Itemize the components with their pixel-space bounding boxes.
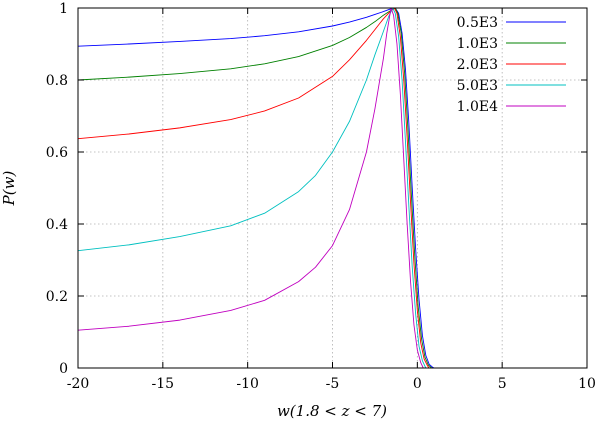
x-tick-label: -15 (152, 376, 175, 392)
series-line (77, 7, 430, 369)
legend-label: 2.0E3 (457, 57, 498, 73)
y-tick-label: 0.8 (46, 73, 68, 89)
series-line (77, 7, 435, 369)
x-tick-label: 5 (498, 376, 507, 392)
legend-label: 1.0E4 (457, 99, 498, 115)
x-axis-title: w(1.8 < z < 7) (277, 402, 387, 420)
y-tick-label: 0.6 (46, 145, 68, 161)
legend-label: 1.0E3 (457, 36, 498, 52)
y-tick-label: 0.2 (46, 289, 68, 305)
series-line (77, 7, 433, 369)
legend-label: 0.5E3 (457, 15, 498, 31)
x-tick-label: 10 (578, 376, 596, 392)
series-line (77, 7, 427, 369)
y-axis-title: P(w) (0, 171, 18, 207)
series-line (77, 7, 424, 369)
legend-label: 5.0E3 (457, 78, 498, 94)
x-tick-label: 0 (413, 376, 422, 392)
axis-ticks: -20 -15 -10 -5 0 5 10 0 0.2 0.4 0.6 0.8 1 (46, 1, 596, 392)
y-tick-label: 1 (59, 1, 68, 17)
y-tick-label: 0.4 (46, 217, 68, 233)
series-lines (77, 7, 435, 369)
legend: 0.5E3 1.0E3 2.0E3 5.0E3 1.0E4 (457, 15, 566, 115)
x-tick-label: -20 (67, 376, 90, 392)
x-tick-label: -10 (236, 376, 259, 392)
y-tick-label: 0 (59, 361, 68, 377)
x-tick-label: -5 (326, 376, 340, 392)
grid (78, 8, 587, 368)
